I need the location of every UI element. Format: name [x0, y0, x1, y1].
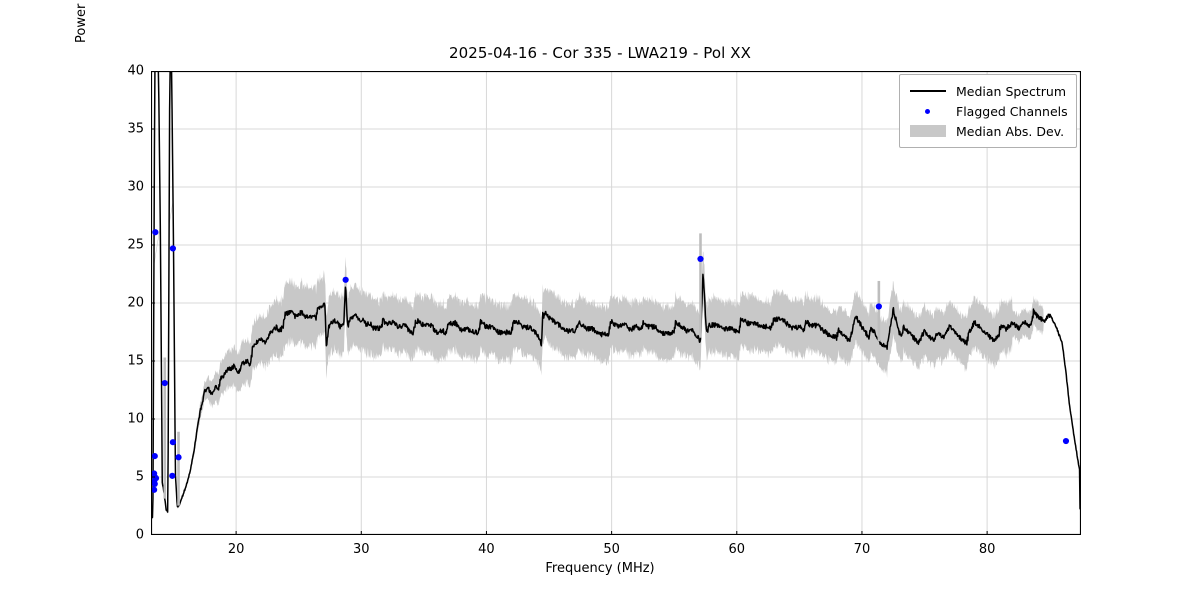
y-axis-label: Power (CPU)	[74, 0, 89, 303]
legend-item-median-abs-dev: Median Abs. Dev.	[908, 121, 1068, 141]
axes-spines	[151, 71, 1081, 535]
y-tick-label: 40	[127, 63, 144, 79]
y-axis-tick-labels: 0 5 10 15 20 25 30 35 40	[0, 64, 1200, 543]
y-tick-label: 30	[127, 179, 144, 195]
flagged-channel-point	[1062, 437, 1070, 445]
x-tick-label: 60	[728, 542, 746, 557]
y-tick-label: 0	[135, 527, 144, 543]
x-tick-label: 80	[978, 542, 996, 557]
y-tick-label: 25	[127, 237, 144, 253]
flagged-channels-scatter	[151, 229, 1070, 506]
y-tick-label: 5	[135, 469, 144, 485]
legend-item-median-spectrum: Median Spectrum	[908, 81, 1068, 101]
y-tick-label: 10	[127, 411, 144, 427]
legend-label-flagged-channels: Flagged Channels	[956, 103, 1068, 119]
y-tick-label: 35	[127, 121, 144, 137]
flagged-channel-point	[342, 276, 349, 283]
flagged-channel-point	[151, 486, 158, 493]
y-axis-label-text: Power (CPU)	[74, 0, 89, 44]
y-tick-label: 15	[127, 353, 144, 369]
legend: Median Spectrum Flagged Channels Median …	[899, 74, 1077, 148]
flagged-channel-point	[697, 255, 704, 263]
flagged-channel-point	[169, 439, 177, 446]
flagged-channel-point	[169, 472, 176, 479]
median-spectrum-path	[151, 71, 1081, 519]
legend-item-flagged-channels: Flagged Channels	[908, 101, 1068, 121]
x-tick-label: 70	[853, 542, 871, 557]
x-tick-label: 40	[478, 542, 495, 557]
flagged-channel-point	[175, 454, 182, 461]
flagged-channel-point	[161, 379, 168, 387]
flagged-channel-point	[169, 245, 177, 252]
median-spectrum-line	[151, 71, 1081, 519]
flagged-channel-point	[151, 480, 158, 488]
legend-dot-key-icon	[908, 103, 948, 119]
flagged-channel-point	[151, 453, 158, 460]
legend-line-key-icon	[908, 83, 948, 99]
y-tick-label: 20	[127, 295, 144, 311]
x-tick-label: 50	[603, 542, 620, 557]
x-tick-label: 30	[353, 542, 370, 557]
page-title: 2025-04-16 - Cor 335 - LWA219 - Pol XX	[448, 44, 752, 62]
legend-label-median-spectrum: Median Spectrum	[956, 83, 1067, 99]
legend-label-median-abs-dev: Median Abs. Dev.	[956, 123, 1065, 139]
x-axis-tick-labels: 20 30 40 50 60 70 80	[0, 535, 1200, 565]
x-tick-label: 20	[227, 542, 245, 557]
legend-patch-key-icon	[908, 123, 948, 139]
flagged-channel-point	[152, 229, 159, 236]
x-axis-label: Frequency (MHz)	[545, 561, 655, 576]
flagged-channel-point	[875, 303, 882, 310]
